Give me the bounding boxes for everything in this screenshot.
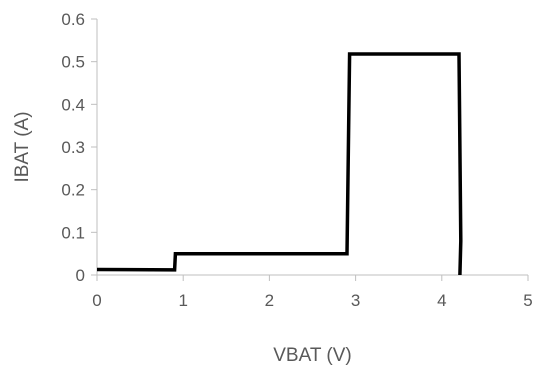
y-tick-label: 0.6 xyxy=(61,10,85,29)
series-line-0 xyxy=(96,52,463,276)
x-tick-label: 4 xyxy=(437,291,446,310)
series-layer xyxy=(96,52,463,276)
y-tick-label: 0.3 xyxy=(61,138,85,157)
x-tick-label: 5 xyxy=(523,291,532,310)
y-tick-label: 0.4 xyxy=(61,95,85,114)
y-axis-ticks: 0 0.1 0.2 0.3 0.4 0.5 0.6 xyxy=(61,10,97,285)
y-tick-label: 0.5 xyxy=(61,53,85,72)
y-tick-label: 0.1 xyxy=(61,223,85,242)
x-axis-title: VBAT (V) xyxy=(273,345,351,366)
x-tick-label: 0 xyxy=(92,291,101,310)
x-tick-label: 2 xyxy=(265,291,274,310)
x-tick-label: 1 xyxy=(178,291,187,310)
y-axis-title: IBAT (A) xyxy=(12,111,33,182)
x-tick-label: 3 xyxy=(351,291,360,310)
x-axis-ticks: 0 1 2 3 4 5 xyxy=(92,275,533,310)
y-tick-label: 0.2 xyxy=(61,181,85,200)
y-tick-label: 0 xyxy=(76,266,85,285)
